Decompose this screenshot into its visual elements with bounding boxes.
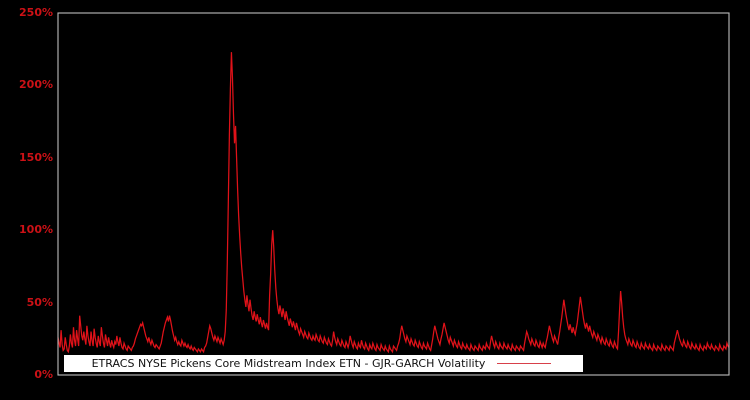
legend-label: ETRACS NYSE Pickens Core Midstream Index… (91, 356, 486, 370)
y-axis-tick-200: 200% (19, 78, 53, 92)
y-axis-tick-250: 250% (19, 6, 53, 19)
y-axis-tick-labels: 250% 200% 150% 100% 50% 0% (0, 0, 53, 400)
chart-legend: ETRACS NYSE Pickens Core Midstream Index… (64, 355, 583, 372)
y-axis-tick-150: 150% (19, 150, 53, 164)
legend-line-sample-icon (497, 363, 552, 364)
y-axis-tick-100: 100% (19, 223, 53, 237)
plot-frame (57, 12, 730, 376)
y-axis-tick-50: 50% (26, 295, 53, 309)
plot-area-background (58, 13, 729, 375)
volatility-line-series (57, 52, 730, 354)
y-axis-tick-0: 0% (34, 368, 53, 381)
